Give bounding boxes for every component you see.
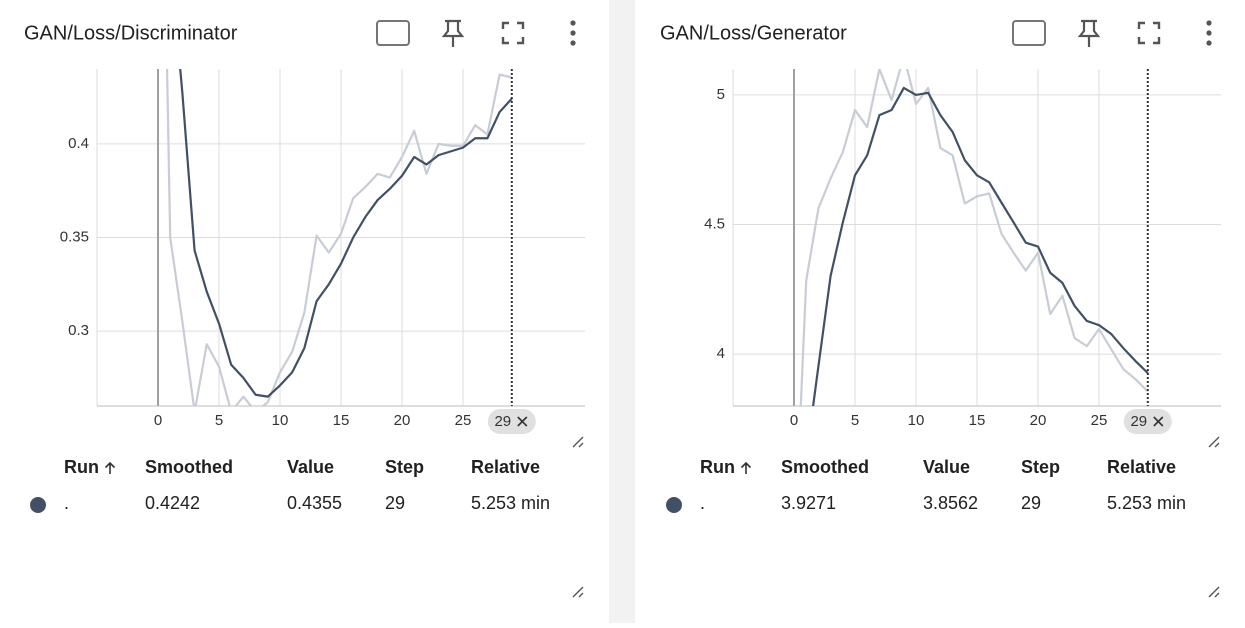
table-cell: 3.9271 bbox=[781, 493, 836, 513]
menu-dot[interactable] bbox=[570, 20, 576, 26]
x-tick-label: 10 bbox=[908, 412, 925, 429]
menu-dot[interactable] bbox=[1206, 30, 1212, 36]
fit-icon[interactable] bbox=[376, 20, 410, 46]
column-header[interactable]: Value bbox=[287, 457, 334, 477]
table-cell: 3.8562 bbox=[923, 493, 978, 513]
sort-arrow bbox=[104, 461, 116, 474]
chart-card: GAN/Loss/Discriminator 0.3 0.35 0.4 0 5 10 15 20… bbox=[24, 19, 585, 598]
step-chip[interactable] bbox=[487, 409, 536, 434]
x-tick-label: 20 bbox=[1030, 412, 1047, 429]
table-cell: 29 bbox=[385, 493, 405, 513]
step-chip-close[interactable] bbox=[1153, 416, 1164, 427]
table-cell: 5.253 min bbox=[471, 493, 550, 513]
panel-gap bbox=[609, 0, 635, 623]
x-tick-label: 5 bbox=[215, 412, 223, 429]
x-tick-label: 0 bbox=[790, 412, 798, 429]
step-chip-close[interactable] bbox=[517, 416, 528, 427]
x-tick-label: 25 bbox=[455, 412, 472, 429]
raw-line bbox=[799, 69, 1149, 406]
run-color bbox=[30, 497, 46, 513]
column-header[interactable]: Step bbox=[385, 457, 424, 477]
x-tick-label: 5 bbox=[851, 412, 859, 429]
column-header[interactable]: Value bbox=[923, 457, 970, 477]
menu-dot[interactable] bbox=[570, 30, 576, 36]
x-tick-label: 10 bbox=[272, 412, 289, 429]
y-tick-label: 5 bbox=[717, 86, 725, 103]
column-header[interactable]: Run bbox=[64, 457, 99, 477]
step-chip[interactable] bbox=[1123, 409, 1172, 434]
table-cell: . bbox=[64, 493, 69, 513]
resize-handle[interactable] bbox=[572, 586, 584, 598]
raw-line bbox=[165, 69, 513, 406]
resize-handle[interactable] bbox=[572, 436, 584, 448]
y-tick-label: 4.5 bbox=[704, 216, 725, 233]
table-cell: . bbox=[700, 493, 705, 513]
smoothed-line bbox=[179, 69, 513, 398]
step-chip-label: 29 bbox=[1130, 413, 1147, 430]
menu-dot[interactable] bbox=[1206, 20, 1212, 26]
chart-title: GAN/Loss/Discriminator bbox=[24, 22, 238, 44]
column-header[interactable]: Relative bbox=[471, 457, 540, 477]
resize-handle[interactable] bbox=[1208, 586, 1220, 598]
resize-handle[interactable] bbox=[1208, 436, 1220, 448]
pin-icon[interactable] bbox=[1077, 19, 1101, 47]
column-header[interactable]: Smoothed bbox=[145, 457, 233, 477]
column-header[interactable]: Step bbox=[1021, 457, 1060, 477]
table-cell: 29 bbox=[1021, 493, 1041, 513]
table-cell: 5.253 min bbox=[1107, 493, 1186, 513]
column-header[interactable]: Run bbox=[700, 457, 735, 477]
table-cell: 0.4355 bbox=[287, 493, 342, 513]
y-tick-label: 0.3 bbox=[68, 322, 89, 339]
x-tick-label: 15 bbox=[333, 412, 350, 429]
y-tick-label: 4 bbox=[717, 345, 725, 362]
chart-card: GAN/Loss/Generator 4 4.5 5 0 5 10 15 20 25 29 Run Sm… bbox=[660, 19, 1221, 598]
smoothed-line bbox=[812, 86, 1149, 406]
x-tick-label: 25 bbox=[1091, 412, 1108, 429]
y-tick-label: 0.4 bbox=[68, 135, 89, 152]
column-header[interactable]: Relative bbox=[1107, 457, 1176, 477]
column-header[interactable]: Smoothed bbox=[781, 457, 869, 477]
x-tick-label: 20 bbox=[394, 412, 411, 429]
table-cell: 0.4242 bbox=[145, 493, 200, 513]
chart-title: GAN/Loss/Generator bbox=[660, 22, 847, 44]
x-tick-label: 15 bbox=[969, 412, 986, 429]
step-chip-label: 29 bbox=[494, 413, 511, 430]
fullscreen-icon[interactable] bbox=[501, 21, 525, 45]
fit-icon[interactable] bbox=[1012, 20, 1046, 46]
menu-dot[interactable] bbox=[1206, 40, 1212, 46]
sort-arrow bbox=[740, 461, 752, 474]
y-tick-label: 0.35 bbox=[60, 228, 89, 245]
run-color bbox=[666, 497, 682, 513]
pin-icon[interactable] bbox=[441, 19, 465, 47]
x-tick-label: 0 bbox=[154, 412, 162, 429]
menu-dot[interactable] bbox=[570, 40, 576, 46]
fullscreen-icon[interactable] bbox=[1137, 21, 1161, 45]
